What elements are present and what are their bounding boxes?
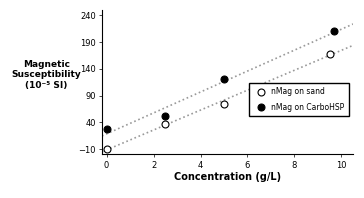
Point [104,127,110,130]
X-axis label: Concentration (g/L): Concentration (g/L) [174,172,281,183]
Point [162,122,168,126]
Point [221,102,227,105]
Point [221,78,227,81]
Text: Magnetic
Susceptibility
(10⁻⁵ SI): Magnetic Susceptibility (10⁻⁵ SI) [12,60,82,90]
Point [327,52,333,55]
Point [162,114,168,117]
Point [331,30,337,33]
Point [104,148,110,151]
Legend: nMag on sand, nMag on CarboHSP: nMag on sand, nMag on CarboHSP [249,83,349,116]
